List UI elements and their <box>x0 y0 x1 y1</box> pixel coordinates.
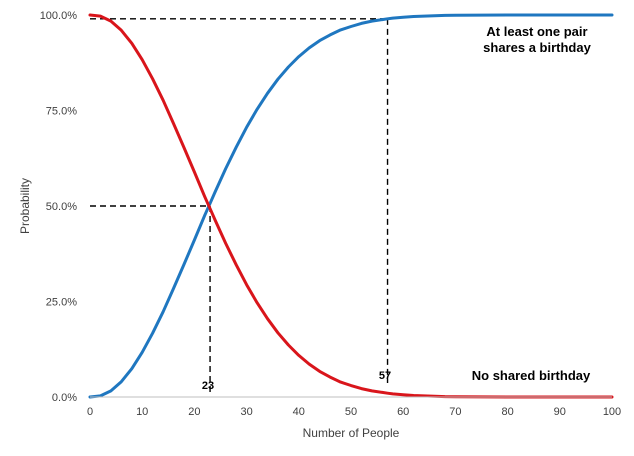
x-tick-label: 90 <box>554 406 566 418</box>
y-tick-labels: 0.0% 25.0% 50.0% 75.0% 100.0% <box>40 10 78 404</box>
x-tick-label: 70 <box>449 406 461 418</box>
reference-label-23: 23 <box>202 380 214 392</box>
series-line-no-shared-birthday <box>88 13 614 399</box>
x-tick-label: 100 <box>603 406 621 418</box>
reference-lines <box>90 18 389 392</box>
y-axis-title: Probability <box>18 178 32 234</box>
y-tick-label: 75.0% <box>46 106 77 118</box>
x-tick-label: 60 <box>397 406 409 418</box>
x-tick-labels: 0 10 20 30 40 50 60 70 80 90 100 <box>87 406 621 418</box>
y-tick-label: 50.0% <box>46 201 77 213</box>
y-tick-label: 0.0% <box>52 392 77 404</box>
upper-curve-annotation-line1: At least one pair <box>486 24 587 39</box>
upper-curve-annotation-line2: shares a birthday <box>483 40 591 55</box>
x-tick-label: 40 <box>293 406 305 418</box>
x-tick-label: 50 <box>345 406 357 418</box>
x-tick-label: 10 <box>136 406 148 418</box>
series-line-shared-birthday <box>88 13 614 399</box>
y-tick-label: 25.0% <box>46 297 77 309</box>
x-tick-label: 20 <box>188 406 200 418</box>
y-tick-label: 100.0% <box>40 10 78 22</box>
reference-label-57: 57 <box>379 370 391 382</box>
x-axis-title: Number of People <box>303 426 400 440</box>
x-tick-label: 0 <box>87 406 93 418</box>
series-lines <box>88 13 614 399</box>
lower-curve-annotation: No shared birthday <box>472 368 591 383</box>
x-tick-label: 80 <box>501 406 513 418</box>
x-tick-label: 30 <box>240 406 252 418</box>
